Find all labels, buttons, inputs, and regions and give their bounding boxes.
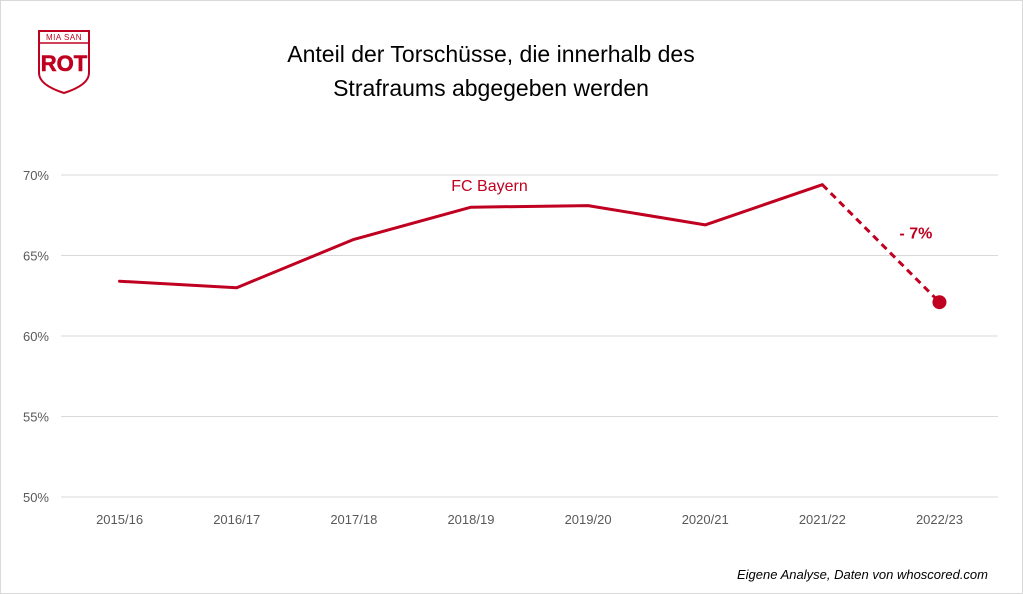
series-line-solid [118,183,824,290]
x-tick-label: 2021/22 [799,512,846,527]
chart-title-line-1: Anteil der Torschüsse, die innerhalb des [287,41,695,67]
series-line-dashed [821,183,941,304]
source-footnote: Eigene Analyse, Daten von whoscored.com [737,567,988,582]
x-tick-label: 2019/20 [565,512,612,527]
x-tick-label: 2015/16 [96,512,143,527]
x-tick-label: 2017/18 [330,512,377,527]
chart-title-line-2: Strafraums abgegeben werden [333,75,649,101]
change-annotation: - 7% [899,225,932,242]
chart-title: Anteil der Torschüsse, die innerhalb des… [201,37,781,105]
x-tick-label: 2016/17 [213,512,260,527]
mia-san-rot-logo: MIA SAN ROT [38,30,90,95]
y-tick-label: 55% [23,410,49,425]
data-point-marker [932,295,947,310]
y-tick-label: 50% [23,490,49,505]
x-tick-label: 2018/19 [447,512,494,527]
y-tick-label: 65% [23,249,49,264]
svg-text:ROT: ROT [41,51,88,76]
y-tick-label: 60% [23,329,49,344]
x-tick-label: 2022/23 [916,512,963,527]
y-tick-label: 70% [23,168,49,183]
svg-text:MIA SAN: MIA SAN [46,33,82,42]
x-tick-label: 2020/21 [682,512,729,527]
series-label: FC Bayern [451,178,527,195]
